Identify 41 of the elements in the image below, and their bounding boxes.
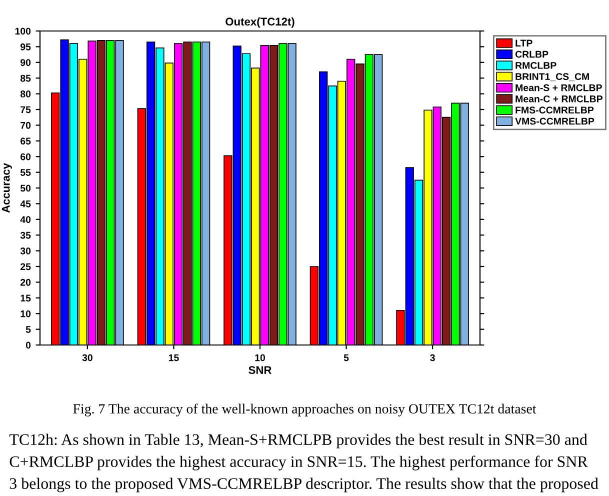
text: TC12h: As shown in Table 13, Mean-S+RMCLPB provides the best result in SNR=30 and — [9, 434, 588, 448]
legend-label: BRINT1_CS_CM — [516, 73, 589, 82]
y-tick-label: 90 — [20, 59, 31, 66]
y-axis-title: Accuracy — [2, 163, 12, 213]
y-tick-label: 35 — [20, 232, 31, 239]
y-tick-label: 85 — [20, 74, 31, 82]
legend-label: Mean-S + RMCLBP — [516, 84, 602, 92]
y-tick-label: 30 — [20, 248, 31, 254]
x-axis-title: SNR — [248, 366, 272, 374]
caption: Fig. 7 The accuracy of the well-known approaches on noisy OUTEX TC12t dataset — [73, 404, 536, 416]
x-tick-label: 15 — [168, 354, 179, 362]
y-tick-label: 40 — [20, 216, 31, 224]
y-tick-label: 20 — [20, 278, 31, 286]
y-tick-label: 25 — [20, 263, 31, 270]
y-tick-label: 50 — [20, 184, 31, 192]
legend-label: FMS-CCMRELBP — [516, 106, 594, 114]
y-tick-label: 55 — [20, 169, 31, 176]
y-tick-label: 100 — [15, 28, 31, 35]
legend-label: Mean-C + RMCLBP — [516, 95, 602, 102]
legend-label: CRLBP — [515, 50, 548, 58]
legend-label: RMCLBP — [516, 62, 556, 69]
text: 3 belongs to the proposed VMS-CCMRELBP descriptor. The results show that the proposed — [10, 478, 598, 492]
x-tick-label: 30 — [82, 354, 92, 362]
y-tick-label: 95 — [20, 43, 31, 50]
y-tick-label: 5 — [26, 326, 31, 333]
legend-label: LTP — [516, 40, 532, 46]
y-tick-label: 65 — [20, 138, 31, 145]
y-tick-label: 15 — [20, 294, 31, 302]
y-tick-label: 80 — [20, 90, 31, 98]
x-tick-label: 10 — [255, 354, 266, 362]
y-tick-label: 45 — [20, 200, 31, 208]
text: C+RMCLBP provides the highest accuracy in SNR=15. The highest performance for SNR — [10, 456, 588, 470]
y-tick-label: 60 — [20, 153, 31, 160]
y-tick-label: 75 — [20, 106, 31, 114]
chart-title: Outex(TC12t) — [226, 17, 294, 28]
y-tick-label: 0 — [26, 342, 31, 349]
y-tick-label: 10 — [20, 310, 31, 318]
x-tick-label: 3 — [430, 354, 435, 362]
y-tick-label: 70 — [20, 122, 31, 129]
x-tick-label: 5 — [344, 354, 349, 362]
legend-label: VMS-CCMRELBP — [515, 118, 594, 125]
